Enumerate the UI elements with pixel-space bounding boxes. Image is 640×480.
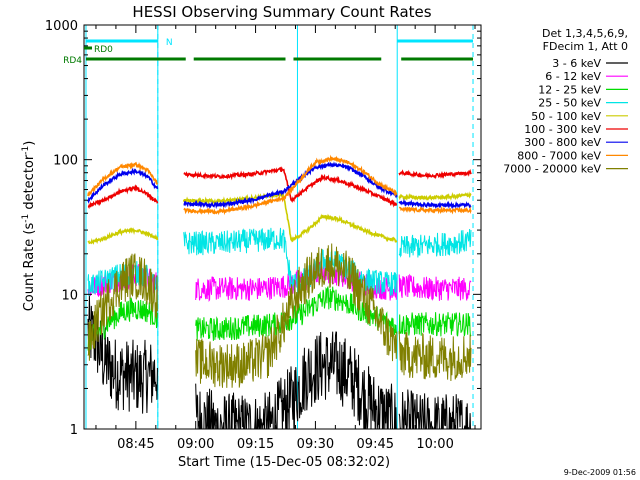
y-tick-label: 10 [61,288,78,303]
series-50-100-kev [87,191,472,245]
series-800-7000-kev [87,154,472,216]
x-tick-label: 09:15 [237,437,274,452]
series-300-800-kev [87,161,472,210]
series-line [398,228,472,258]
flag-label: RD4 [63,56,82,66]
flag-label: RD0 [94,45,113,55]
series-line [183,161,398,210]
series-line [183,166,398,208]
series-line [87,167,159,204]
x-tick-label: 09:00 [177,437,214,452]
legend-header: FDecim 1, Att 0 [543,40,628,53]
y-tick-label: 1000 [45,19,78,34]
legend-label: 50 - 100 keV [531,110,601,123]
legend-label: 12 - 25 keV [538,83,601,96]
series-line [195,243,398,388]
x-tick-label: 09:45 [357,437,394,452]
timestamp: 9-Dec-2009 01:56 [564,468,636,477]
series-line [398,198,472,210]
series-line [182,191,398,244]
series-line [87,295,158,414]
x-tick-label: 09:30 [297,437,334,452]
legend-label: 100 - 300 keV [524,123,601,136]
chart-title: HESSI Observing Summary Count Rates [132,3,431,21]
plot-area [85,25,474,429]
series-line [87,161,159,197]
series-100-300-kev [87,166,472,210]
x-axis: 08:45 09:00 09:15 09:30 09:45 10:00 [95,25,476,452]
y-tick-label: 1 [70,423,78,438]
legend-header: Det 1,3,4,5,6,9, [542,27,628,40]
legend-label: 800 - 7000 keV [517,149,601,162]
legend-label: 300 - 800 keV [524,136,601,149]
y-axis: 1 10 100 1000 [45,19,481,438]
observing-flags: N RD0 RD4 [63,38,474,66]
legend-label: 25 - 50 keV [538,97,601,110]
series-line [87,227,159,245]
series-3-6-kev [87,295,471,429]
x-tick-label: 08:45 [117,437,154,452]
y-axis-title: Count Rate (s-1 detector-1) [21,141,37,312]
legend-label: 3 - 6 keV [552,57,601,70]
y-tick-label: 100 [53,154,78,169]
x-axis-title: Start Time (15-Dec-05 08:32:02) [178,455,390,470]
series-line [87,297,158,351]
series-line [87,184,159,210]
series-line [398,191,472,201]
series-7000-20000-kev [87,243,472,388]
series-line [195,259,398,303]
legend-label: 6 - 12 keV [545,70,601,83]
flag-label: N [166,38,173,48]
series-line [398,206,472,215]
series-line [183,227,398,296]
legend: Det 1,3,4,5,6,9,FDecim 1, Att 0 3 - 6 keV… [503,27,628,176]
series-line [398,273,472,301]
series-line [195,331,397,429]
series-line [398,389,471,429]
series-line [398,330,472,382]
x-tick-label: 10:00 [416,437,453,452]
series-line [398,168,472,180]
series-line [398,312,472,337]
plot-frame [83,24,482,430]
legend-label: 7000 - 20000 keV [503,163,601,176]
series-line [87,253,158,361]
series-line [183,154,398,216]
